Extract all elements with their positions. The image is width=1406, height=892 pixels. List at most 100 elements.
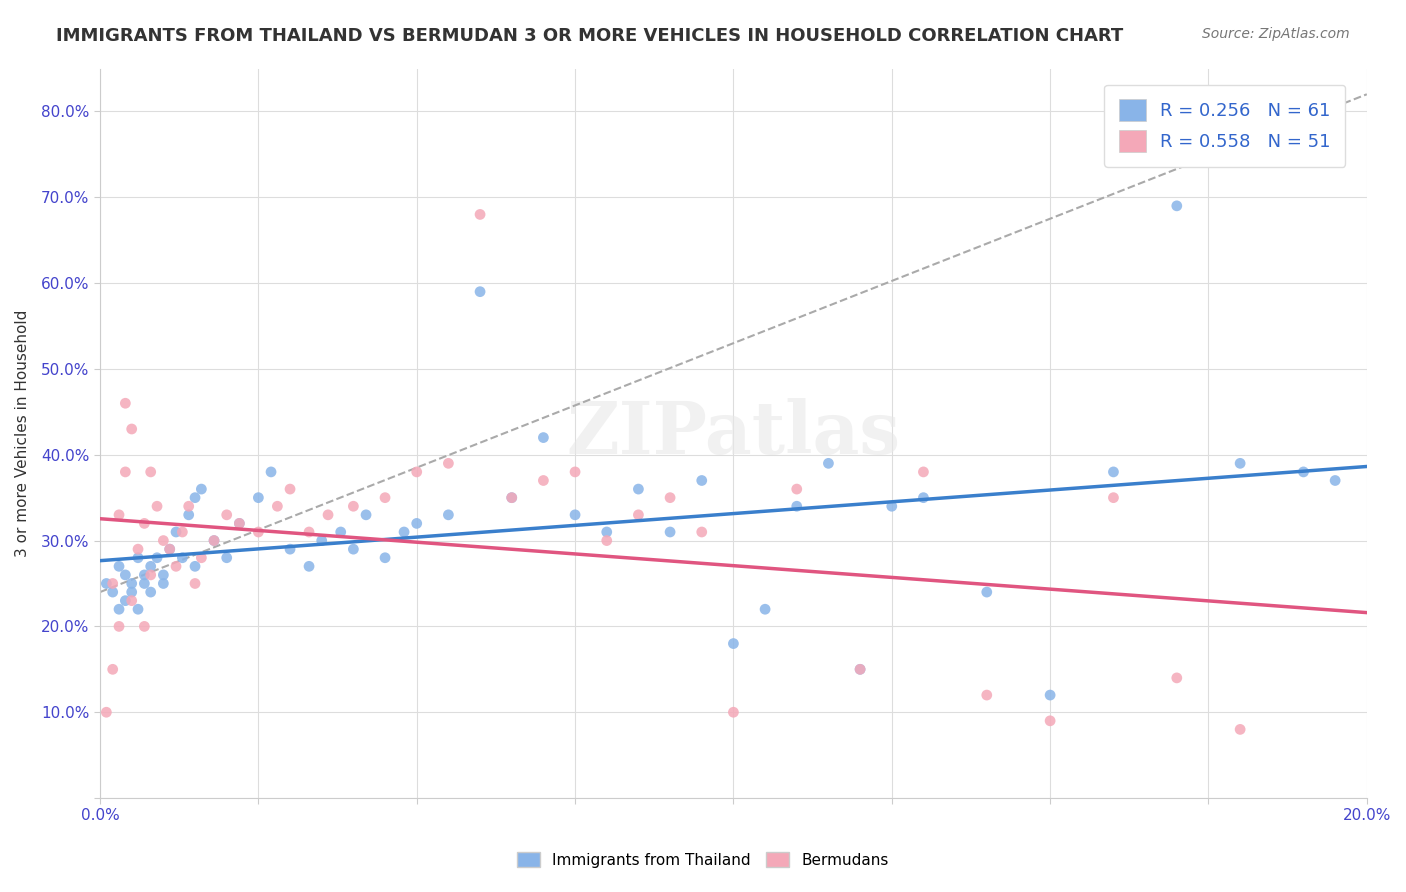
Point: [96, 705, 118, 719]
Point: [1102, 465, 1125, 479]
Point: [880, 500, 903, 514]
Point: [501, 491, 523, 505]
Point: [190, 482, 212, 496]
Y-axis label: 3 or more Vehicles in Household: 3 or more Vehicles in Household: [15, 310, 30, 557]
Point: [596, 524, 619, 539]
Point: [96, 576, 118, 591]
Point: [177, 500, 200, 514]
Legend: R = 0.256   N = 61, R = 0.558   N = 51: R = 0.256 N = 61, R = 0.558 N = 51: [1104, 85, 1346, 167]
Point: [316, 508, 339, 522]
Point: [976, 688, 998, 702]
Point: [159, 542, 181, 557]
Point: [202, 533, 225, 548]
Point: [108, 619, 131, 633]
Point: [260, 465, 283, 479]
Point: [121, 422, 143, 436]
Text: ZIPatlas: ZIPatlas: [567, 398, 900, 469]
Point: [114, 465, 136, 479]
Point: [228, 516, 250, 531]
Point: [659, 524, 682, 539]
Point: [311, 533, 333, 548]
Point: [564, 465, 586, 479]
Point: [215, 550, 238, 565]
Point: [184, 491, 207, 505]
Point: [405, 516, 427, 531]
Point: [405, 465, 427, 479]
Point: [101, 585, 124, 599]
Point: [374, 491, 396, 505]
Point: [817, 456, 839, 470]
Point: [146, 550, 169, 565]
Point: [627, 508, 650, 522]
Point: [108, 508, 131, 522]
Point: [139, 559, 162, 574]
Point: [912, 491, 935, 505]
Point: [596, 533, 619, 548]
Point: [152, 568, 174, 582]
Point: [754, 602, 776, 616]
Point: [101, 576, 124, 591]
Point: [127, 602, 149, 616]
Point: [114, 396, 136, 410]
Point: [247, 524, 270, 539]
Point: [146, 500, 169, 514]
Point: [190, 550, 212, 565]
Point: [1102, 491, 1125, 505]
Point: [298, 559, 321, 574]
Point: [247, 491, 270, 505]
Legend: Immigrants from Thailand, Bermudans: Immigrants from Thailand, Bermudans: [509, 844, 897, 875]
Point: [659, 491, 682, 505]
Point: [437, 456, 460, 470]
Point: [531, 431, 554, 445]
Point: [342, 500, 364, 514]
Point: [108, 602, 131, 616]
Point: [1039, 714, 1062, 728]
Point: [121, 585, 143, 599]
Point: [177, 508, 200, 522]
Point: [134, 619, 156, 633]
Point: [134, 516, 156, 531]
Point: [690, 474, 713, 488]
Point: [172, 550, 194, 565]
Point: [392, 524, 415, 539]
Point: [134, 568, 156, 582]
Point: [627, 482, 650, 496]
Point: [139, 568, 162, 582]
Point: [531, 474, 554, 488]
Point: [121, 593, 143, 607]
Point: [159, 542, 181, 557]
Point: [266, 500, 288, 514]
Point: [564, 508, 586, 522]
Point: [690, 524, 713, 539]
Text: Source: ZipAtlas.com: Source: ZipAtlas.com: [1202, 27, 1350, 41]
Point: [139, 585, 162, 599]
Point: [501, 491, 523, 505]
Point: [152, 576, 174, 591]
Point: [1166, 199, 1188, 213]
Point: [1166, 671, 1188, 685]
Point: [468, 285, 491, 299]
Point: [278, 482, 301, 496]
Point: [101, 662, 124, 676]
Point: [849, 662, 872, 676]
Point: [849, 662, 872, 676]
Point: [172, 524, 194, 539]
Point: [437, 508, 460, 522]
Point: [374, 550, 396, 565]
Point: [723, 636, 745, 650]
Point: [184, 559, 207, 574]
Point: [912, 465, 935, 479]
Point: [152, 533, 174, 548]
Point: [165, 559, 187, 574]
Point: [354, 508, 377, 522]
Point: [121, 576, 143, 591]
Point: [114, 593, 136, 607]
Point: [134, 576, 156, 591]
Point: [127, 550, 149, 565]
Point: [976, 585, 998, 599]
Point: [342, 542, 364, 557]
Point: [1039, 688, 1062, 702]
Point: [329, 524, 352, 539]
Point: [298, 524, 321, 539]
Point: [184, 576, 207, 591]
